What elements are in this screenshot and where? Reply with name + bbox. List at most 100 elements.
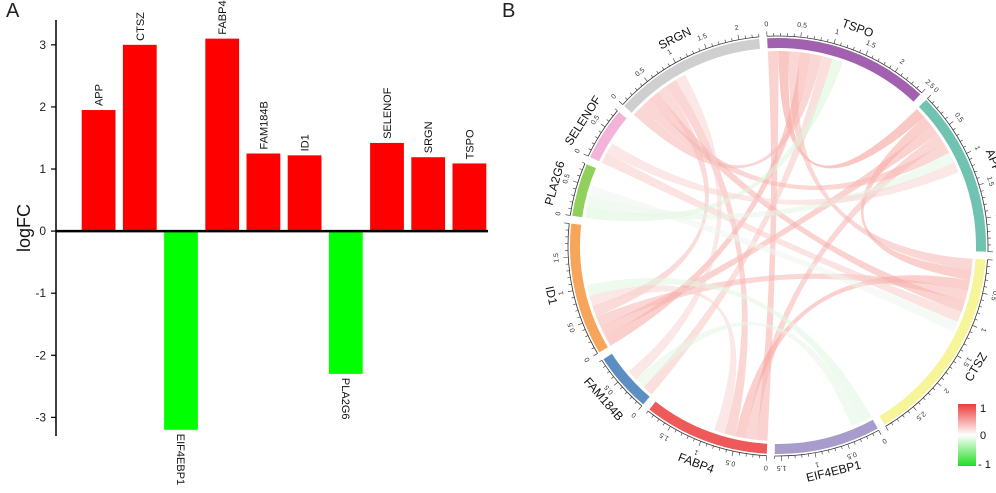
sector-tick bbox=[699, 48, 700, 51]
y-tick-label: 0 bbox=[39, 224, 46, 238]
sector-tick bbox=[599, 131, 602, 133]
sector-tick bbox=[860, 439, 861, 442]
sector-tick bbox=[578, 323, 583, 325]
sector-tick bbox=[564, 223, 569, 224]
sector-tick-label: 0.5 bbox=[953, 112, 964, 124]
sector-tick bbox=[607, 371, 609, 373]
bar-selenof bbox=[370, 143, 404, 231]
sector-tick-label: 0 bbox=[764, 21, 768, 28]
sector-tick bbox=[937, 383, 941, 386]
sector-tick bbox=[646, 411, 648, 413]
sector-tick bbox=[725, 40, 726, 43]
sector-tick bbox=[619, 101, 623, 104]
sector-tick bbox=[673, 58, 675, 62]
sector-name-tspo: TSPO bbox=[840, 16, 875, 40]
legend-max-label: 1 bbox=[980, 403, 986, 415]
sector-tick bbox=[639, 406, 642, 410]
sector-tick-label: 0.5 bbox=[567, 321, 577, 333]
chord-links bbox=[585, 51, 973, 441]
sector-tick bbox=[982, 197, 985, 198]
sector-tick bbox=[719, 448, 720, 451]
sector-tick bbox=[625, 98, 627, 100]
sector-tick bbox=[573, 304, 576, 305]
sector-tick bbox=[917, 86, 919, 88]
sector-tick bbox=[970, 332, 973, 333]
sector-tick bbox=[854, 442, 855, 445]
sector-tick bbox=[571, 297, 574, 298]
sector-tick bbox=[607, 120, 609, 122]
category-label-fam184b: FAM184B bbox=[258, 101, 270, 149]
sector-tick bbox=[565, 215, 570, 216]
sector-tick bbox=[630, 397, 632, 399]
sector-tick bbox=[923, 398, 925, 400]
sector-name-fam184b: FAM184B bbox=[581, 375, 626, 424]
sector-tick bbox=[937, 106, 939, 108]
sector-tick bbox=[588, 342, 591, 343]
y-tick-label: 2 bbox=[39, 100, 46, 114]
sector-tick bbox=[635, 401, 637, 403]
sector-tick-label: 2 bbox=[734, 25, 739, 33]
sector-tick bbox=[718, 42, 719, 45]
sector-tick bbox=[738, 35, 739, 40]
sector-tick bbox=[841, 446, 842, 449]
sector-tick bbox=[822, 451, 823, 454]
sector-tick bbox=[573, 188, 576, 189]
bar-app bbox=[82, 110, 116, 231]
sector-tick bbox=[630, 93, 632, 95]
sector-tick bbox=[686, 54, 687, 57]
sector-tick bbox=[908, 411, 910, 413]
bar-tspo bbox=[453, 163, 487, 231]
sector-tick bbox=[945, 117, 947, 119]
category-label-selenof: SELENOF bbox=[382, 87, 394, 139]
category-label-eif4ebp1: EIF4EBP1 bbox=[174, 434, 186, 485]
sector-tick bbox=[615, 109, 617, 111]
sector-tick bbox=[835, 448, 836, 451]
sector-tick bbox=[890, 66, 892, 69]
sector-tick bbox=[582, 329, 585, 330]
sector-tick bbox=[878, 59, 879, 62]
sector-tick bbox=[984, 204, 987, 205]
sector-tick bbox=[651, 75, 653, 77]
sector-tick bbox=[603, 366, 605, 368]
sector-tick bbox=[815, 453, 816, 458]
chord-diagram: 00.511.522.5TSPO00.511.522.5APP00.511.52… bbox=[500, 0, 996, 488]
sector-tick bbox=[964, 344, 967, 345]
sector-tick bbox=[640, 84, 642, 86]
sector-tick bbox=[922, 89, 925, 93]
sector-tick bbox=[668, 64, 670, 67]
sector-tick-label: 0 bbox=[631, 411, 639, 419]
sector-tick bbox=[912, 82, 914, 84]
sector-tick bbox=[580, 169, 583, 170]
bar-fabp4 bbox=[205, 39, 239, 231]
sector-tick bbox=[644, 78, 647, 82]
sector-tick-label: 1 bbox=[973, 145, 981, 152]
sector-tick bbox=[582, 162, 585, 163]
sector-tick bbox=[979, 306, 982, 307]
sector-tick-label: 1 bbox=[666, 49, 673, 57]
sector-tick bbox=[906, 77, 908, 79]
sector-tick bbox=[681, 433, 682, 436]
sector-tick bbox=[663, 423, 665, 426]
sector-tick bbox=[901, 73, 903, 75]
sector-tick-label: 0 bbox=[574, 148, 582, 155]
sector-tick bbox=[903, 415, 905, 417]
sector-tick bbox=[966, 151, 970, 153]
y-tick-label: 3 bbox=[39, 38, 46, 52]
sector-tick bbox=[589, 149, 592, 150]
sector-tick-label: 2 bbox=[898, 58, 905, 66]
sector-tick bbox=[981, 191, 984, 192]
sector-tick bbox=[872, 55, 873, 58]
sector-tick bbox=[969, 158, 972, 159]
legend-mid-label: 0 bbox=[980, 430, 986, 442]
sector-tick bbox=[928, 393, 930, 395]
sector-tick-label: 0.5 bbox=[634, 67, 646, 79]
sector-tick bbox=[975, 171, 978, 172]
sector-tick bbox=[828, 450, 829, 453]
sector-tick bbox=[873, 433, 874, 436]
sector-tick bbox=[571, 195, 574, 196]
sector-tick-label: 1.5 bbox=[658, 431, 670, 442]
sector-tick-label: 1 bbox=[979, 327, 987, 333]
sector-tick bbox=[961, 350, 964, 351]
sector-tick bbox=[675, 430, 676, 433]
sector-tick bbox=[687, 436, 688, 439]
